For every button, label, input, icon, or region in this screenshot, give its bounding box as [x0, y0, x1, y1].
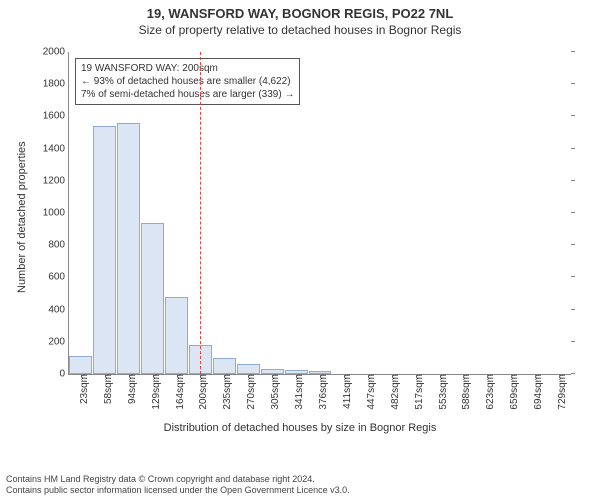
- annotation-box: 19 WANSFORD WAY: 200sqm ← 93% of detache…: [75, 58, 300, 105]
- x-tick-label: 305sqm: [270, 374, 281, 410]
- y-tick-mark: [571, 309, 575, 310]
- x-tick-label: 164sqm: [175, 374, 186, 410]
- x-tick-label: 129sqm: [151, 374, 162, 410]
- x-tick-label: 58sqm: [103, 374, 114, 404]
- histogram-bar: [165, 297, 188, 374]
- annotation-line: 7% of semi-detached houses are larger (3…: [81, 88, 294, 101]
- x-tick-label: 341sqm: [294, 374, 305, 410]
- histogram-bar: [141, 223, 164, 374]
- y-tick-mark: [571, 51, 575, 52]
- y-tick-label: 1800: [43, 79, 69, 90]
- y-tick-mark: [571, 341, 575, 342]
- y-tick-mark: [571, 115, 575, 116]
- x-tick-label: 200sqm: [198, 374, 209, 410]
- x-tick-label: 376sqm: [318, 374, 329, 410]
- y-tick-label: 1600: [43, 111, 69, 122]
- y-tick-mark: [571, 83, 575, 84]
- x-tick-label: 411sqm: [342, 374, 353, 409]
- histogram-bar: [93, 126, 116, 374]
- annotation-line: ← 93% of detached houses are smaller (4,…: [81, 75, 294, 88]
- y-tick-mark: [571, 276, 575, 277]
- footer-line: Contains public sector information licen…: [6, 485, 594, 496]
- x-tick-label: 482sqm: [390, 374, 401, 410]
- histogram-bar: [237, 364, 260, 374]
- reference-line: [200, 52, 201, 374]
- footer-attribution: Contains HM Land Registry data © Crown c…: [6, 474, 594, 497]
- y-tick-label: 1400: [43, 143, 69, 154]
- x-tick-label: 659sqm: [509, 374, 520, 410]
- annotation-line: 19 WANSFORD WAY: 200sqm: [81, 62, 294, 75]
- y-tick-label: 0: [59, 369, 69, 380]
- histogram-bar: [69, 356, 92, 374]
- y-tick-mark: [571, 148, 575, 149]
- y-tick-label: 200: [48, 336, 69, 347]
- histogram-bar: [117, 123, 140, 374]
- y-axis-label: Number of detached properties: [16, 141, 28, 293]
- y-tick-mark: [571, 180, 575, 181]
- plot-area: 19 WANSFORD WAY: 200sqm ← 93% of detache…: [68, 52, 571, 375]
- x-tick-label: 270sqm: [246, 374, 257, 410]
- y-tick-mark: [571, 244, 575, 245]
- x-tick-label: 235sqm: [222, 374, 233, 410]
- x-axis-label: Distribution of detached houses by size …: [0, 422, 600, 434]
- chart-title: 19, WANSFORD WAY, BOGNOR REGIS, PO22 7NL: [0, 6, 600, 21]
- chart-subtitle: Size of property relative to detached ho…: [0, 23, 600, 37]
- chart-container: 19, WANSFORD WAY, BOGNOR REGIS, PO22 7NL…: [0, 0, 600, 500]
- y-tick-label: 1000: [43, 208, 69, 219]
- x-tick-label: 588sqm: [461, 374, 472, 410]
- x-tick-label: 729sqm: [557, 374, 568, 410]
- y-tick-label: 400: [48, 304, 69, 315]
- x-tick-label: 447sqm: [366, 374, 377, 410]
- x-tick-label: 94sqm: [127, 374, 138, 404]
- x-tick-label: 553sqm: [438, 374, 449, 410]
- y-tick-label: 1200: [43, 175, 69, 186]
- y-tick-label: 800: [48, 240, 69, 251]
- x-tick-label: 623sqm: [485, 374, 496, 410]
- y-tick-mark: [571, 373, 575, 374]
- histogram-bar: [213, 358, 236, 374]
- x-tick-label: 694sqm: [533, 374, 544, 410]
- x-tick-label: 23sqm: [79, 374, 90, 404]
- y-tick-label: 2000: [43, 47, 69, 58]
- y-tick-mark: [571, 212, 575, 213]
- y-tick-label: 600: [48, 272, 69, 283]
- x-tick-label: 517sqm: [414, 374, 425, 410]
- footer-line: Contains HM Land Registry data © Crown c…: [6, 474, 594, 485]
